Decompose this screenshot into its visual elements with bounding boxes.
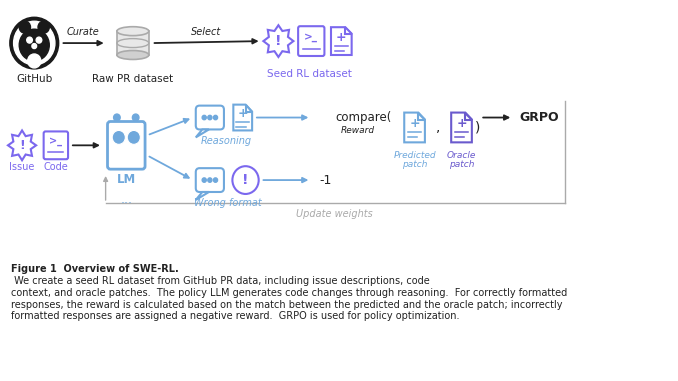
Text: Select: Select xyxy=(191,27,221,37)
Text: patch: patch xyxy=(402,160,427,169)
Ellipse shape xyxy=(117,27,148,36)
Text: +: + xyxy=(456,117,467,130)
Circle shape xyxy=(117,151,121,155)
Circle shape xyxy=(127,130,140,144)
Text: GitHub: GitHub xyxy=(16,74,52,84)
Circle shape xyxy=(214,178,218,182)
Circle shape xyxy=(202,115,206,120)
Text: !: ! xyxy=(275,34,281,48)
Ellipse shape xyxy=(117,51,148,59)
Circle shape xyxy=(38,21,49,33)
Text: LM: LM xyxy=(117,173,136,186)
Circle shape xyxy=(214,115,218,120)
Text: ...: ... xyxy=(120,194,132,207)
Text: GRPO: GRPO xyxy=(519,111,559,124)
Circle shape xyxy=(124,151,128,155)
Polygon shape xyxy=(345,27,352,34)
Circle shape xyxy=(207,178,212,182)
Circle shape xyxy=(19,29,49,61)
Text: Reasoning: Reasoning xyxy=(200,136,252,146)
Text: ): ) xyxy=(475,120,480,134)
Circle shape xyxy=(112,130,125,144)
Text: Wrong format: Wrong format xyxy=(194,198,262,208)
Text: Seed RL dataset: Seed RL dataset xyxy=(267,69,352,79)
Text: >_: >_ xyxy=(304,32,318,42)
Polygon shape xyxy=(233,105,252,130)
Circle shape xyxy=(32,43,37,48)
Polygon shape xyxy=(404,112,425,142)
Circle shape xyxy=(26,37,33,43)
Circle shape xyxy=(114,114,120,121)
Text: >_: >_ xyxy=(49,136,62,146)
Circle shape xyxy=(202,178,206,182)
Polygon shape xyxy=(418,112,425,120)
Text: Code: Code xyxy=(43,162,68,172)
Text: Raw PR dataset: Raw PR dataset xyxy=(92,74,174,84)
Circle shape xyxy=(233,166,259,194)
Text: Reward: Reward xyxy=(340,126,374,135)
Text: !: ! xyxy=(242,173,249,187)
Text: Oracle: Oracle xyxy=(447,151,476,160)
Polygon shape xyxy=(196,192,209,200)
Circle shape xyxy=(14,21,55,65)
Circle shape xyxy=(132,114,139,121)
Polygon shape xyxy=(263,25,294,57)
Text: +: + xyxy=(410,117,420,130)
Text: Update weights: Update weights xyxy=(296,209,373,219)
Text: +: + xyxy=(237,107,248,120)
Text: ,: , xyxy=(436,120,440,134)
Polygon shape xyxy=(196,130,209,138)
Polygon shape xyxy=(8,130,36,160)
Circle shape xyxy=(132,151,136,155)
Text: Curate: Curate xyxy=(66,27,100,37)
Text: !: ! xyxy=(19,139,25,152)
Circle shape xyxy=(10,17,59,69)
Circle shape xyxy=(28,54,41,68)
Text: Figure 1  Overview of SWE-RL.: Figure 1 Overview of SWE-RL. xyxy=(11,264,178,274)
FancyBboxPatch shape xyxy=(117,31,148,55)
Text: patch: patch xyxy=(449,160,475,169)
Polygon shape xyxy=(465,112,472,120)
Polygon shape xyxy=(331,27,352,55)
Text: -1: -1 xyxy=(319,174,332,187)
Text: Issue: Issue xyxy=(9,162,35,172)
Polygon shape xyxy=(245,105,252,112)
Text: Predicted: Predicted xyxy=(393,151,436,160)
Polygon shape xyxy=(451,112,472,142)
Circle shape xyxy=(36,37,42,43)
Text: +: + xyxy=(336,30,346,44)
Text: compare(: compare( xyxy=(336,111,392,124)
Circle shape xyxy=(19,21,31,33)
Text: We create a seed RL dataset from GitHub PR data, including issue descriptions, c: We create a seed RL dataset from GitHub … xyxy=(11,276,567,321)
Circle shape xyxy=(207,115,212,120)
